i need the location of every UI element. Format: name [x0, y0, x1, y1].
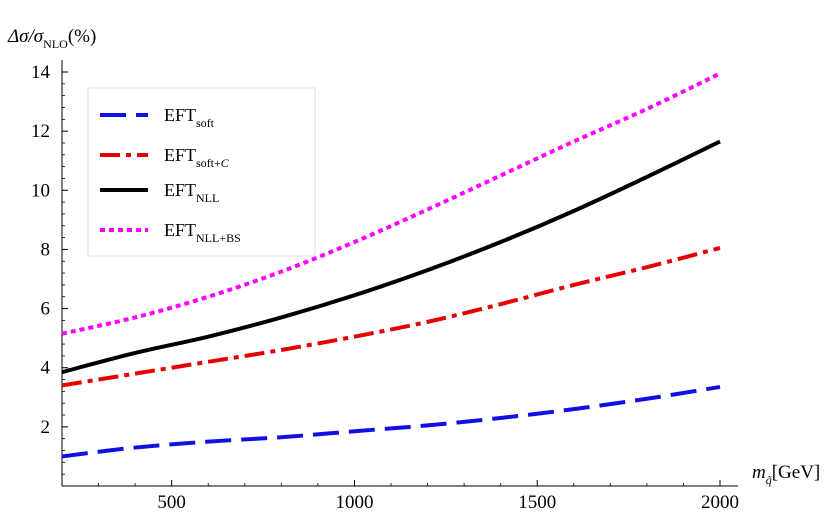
- series-line-3: [61, 139, 721, 375]
- y-tick-label: 14: [31, 62, 51, 83]
- x-tick-label: 2000: [701, 492, 739, 513]
- legend-label-3: EFTNLL: [164, 180, 219, 205]
- x-axis-title-suffix: [GeV]: [772, 462, 821, 483]
- y-axis-title-suffix: (%): [68, 26, 96, 47]
- series-line-4: [61, 71, 721, 336]
- x-axis-title-main: m: [752, 462, 766, 483]
- y-tick-label: 8: [41, 239, 51, 260]
- series-line-1: [61, 384, 721, 459]
- y-axis-title-sub: NLO: [43, 37, 68, 51]
- series-line-2: [61, 246, 721, 388]
- legend-label-4: EFTNLL+BS: [164, 220, 241, 245]
- series-layer: [61, 71, 721, 459]
- y-tick-label: 12: [31, 121, 50, 142]
- x-tick-label: 500: [157, 492, 186, 513]
- y-axis-title: Δσ/σNLO(%): [7, 26, 96, 51]
- axes: 2 4 6 8 10 12 14 500 1000 1500 2000: [31, 60, 739, 513]
- y-tick-label: 4: [41, 358, 51, 379]
- x-tick-label: 1500: [518, 492, 556, 513]
- y-tick-label: 2: [41, 417, 51, 438]
- y-tick-label: 6: [41, 299, 51, 320]
- x-axis-title-sub: q̃: [766, 473, 772, 487]
- x-axis-title: mq̃[GeV]: [752, 462, 820, 487]
- x-tick-label: 1000: [335, 492, 373, 513]
- svg-text:Δσ/σNLO(%): Δσ/σNLO(%): [7, 26, 96, 51]
- svg-text:mq̃[GeV]: mq̃[GeV]: [752, 462, 820, 487]
- legend-label-1: EFTsoft: [164, 105, 215, 130]
- legend-label-2: EFTsoft+C: [164, 145, 230, 170]
- legend: EFTsoft EFTsoft+C EFTNLL EFTNLL+BS: [87, 87, 316, 257]
- y-axis-title-main: Δσ/σ: [7, 26, 44, 47]
- y-tick-label: 10: [31, 180, 50, 201]
